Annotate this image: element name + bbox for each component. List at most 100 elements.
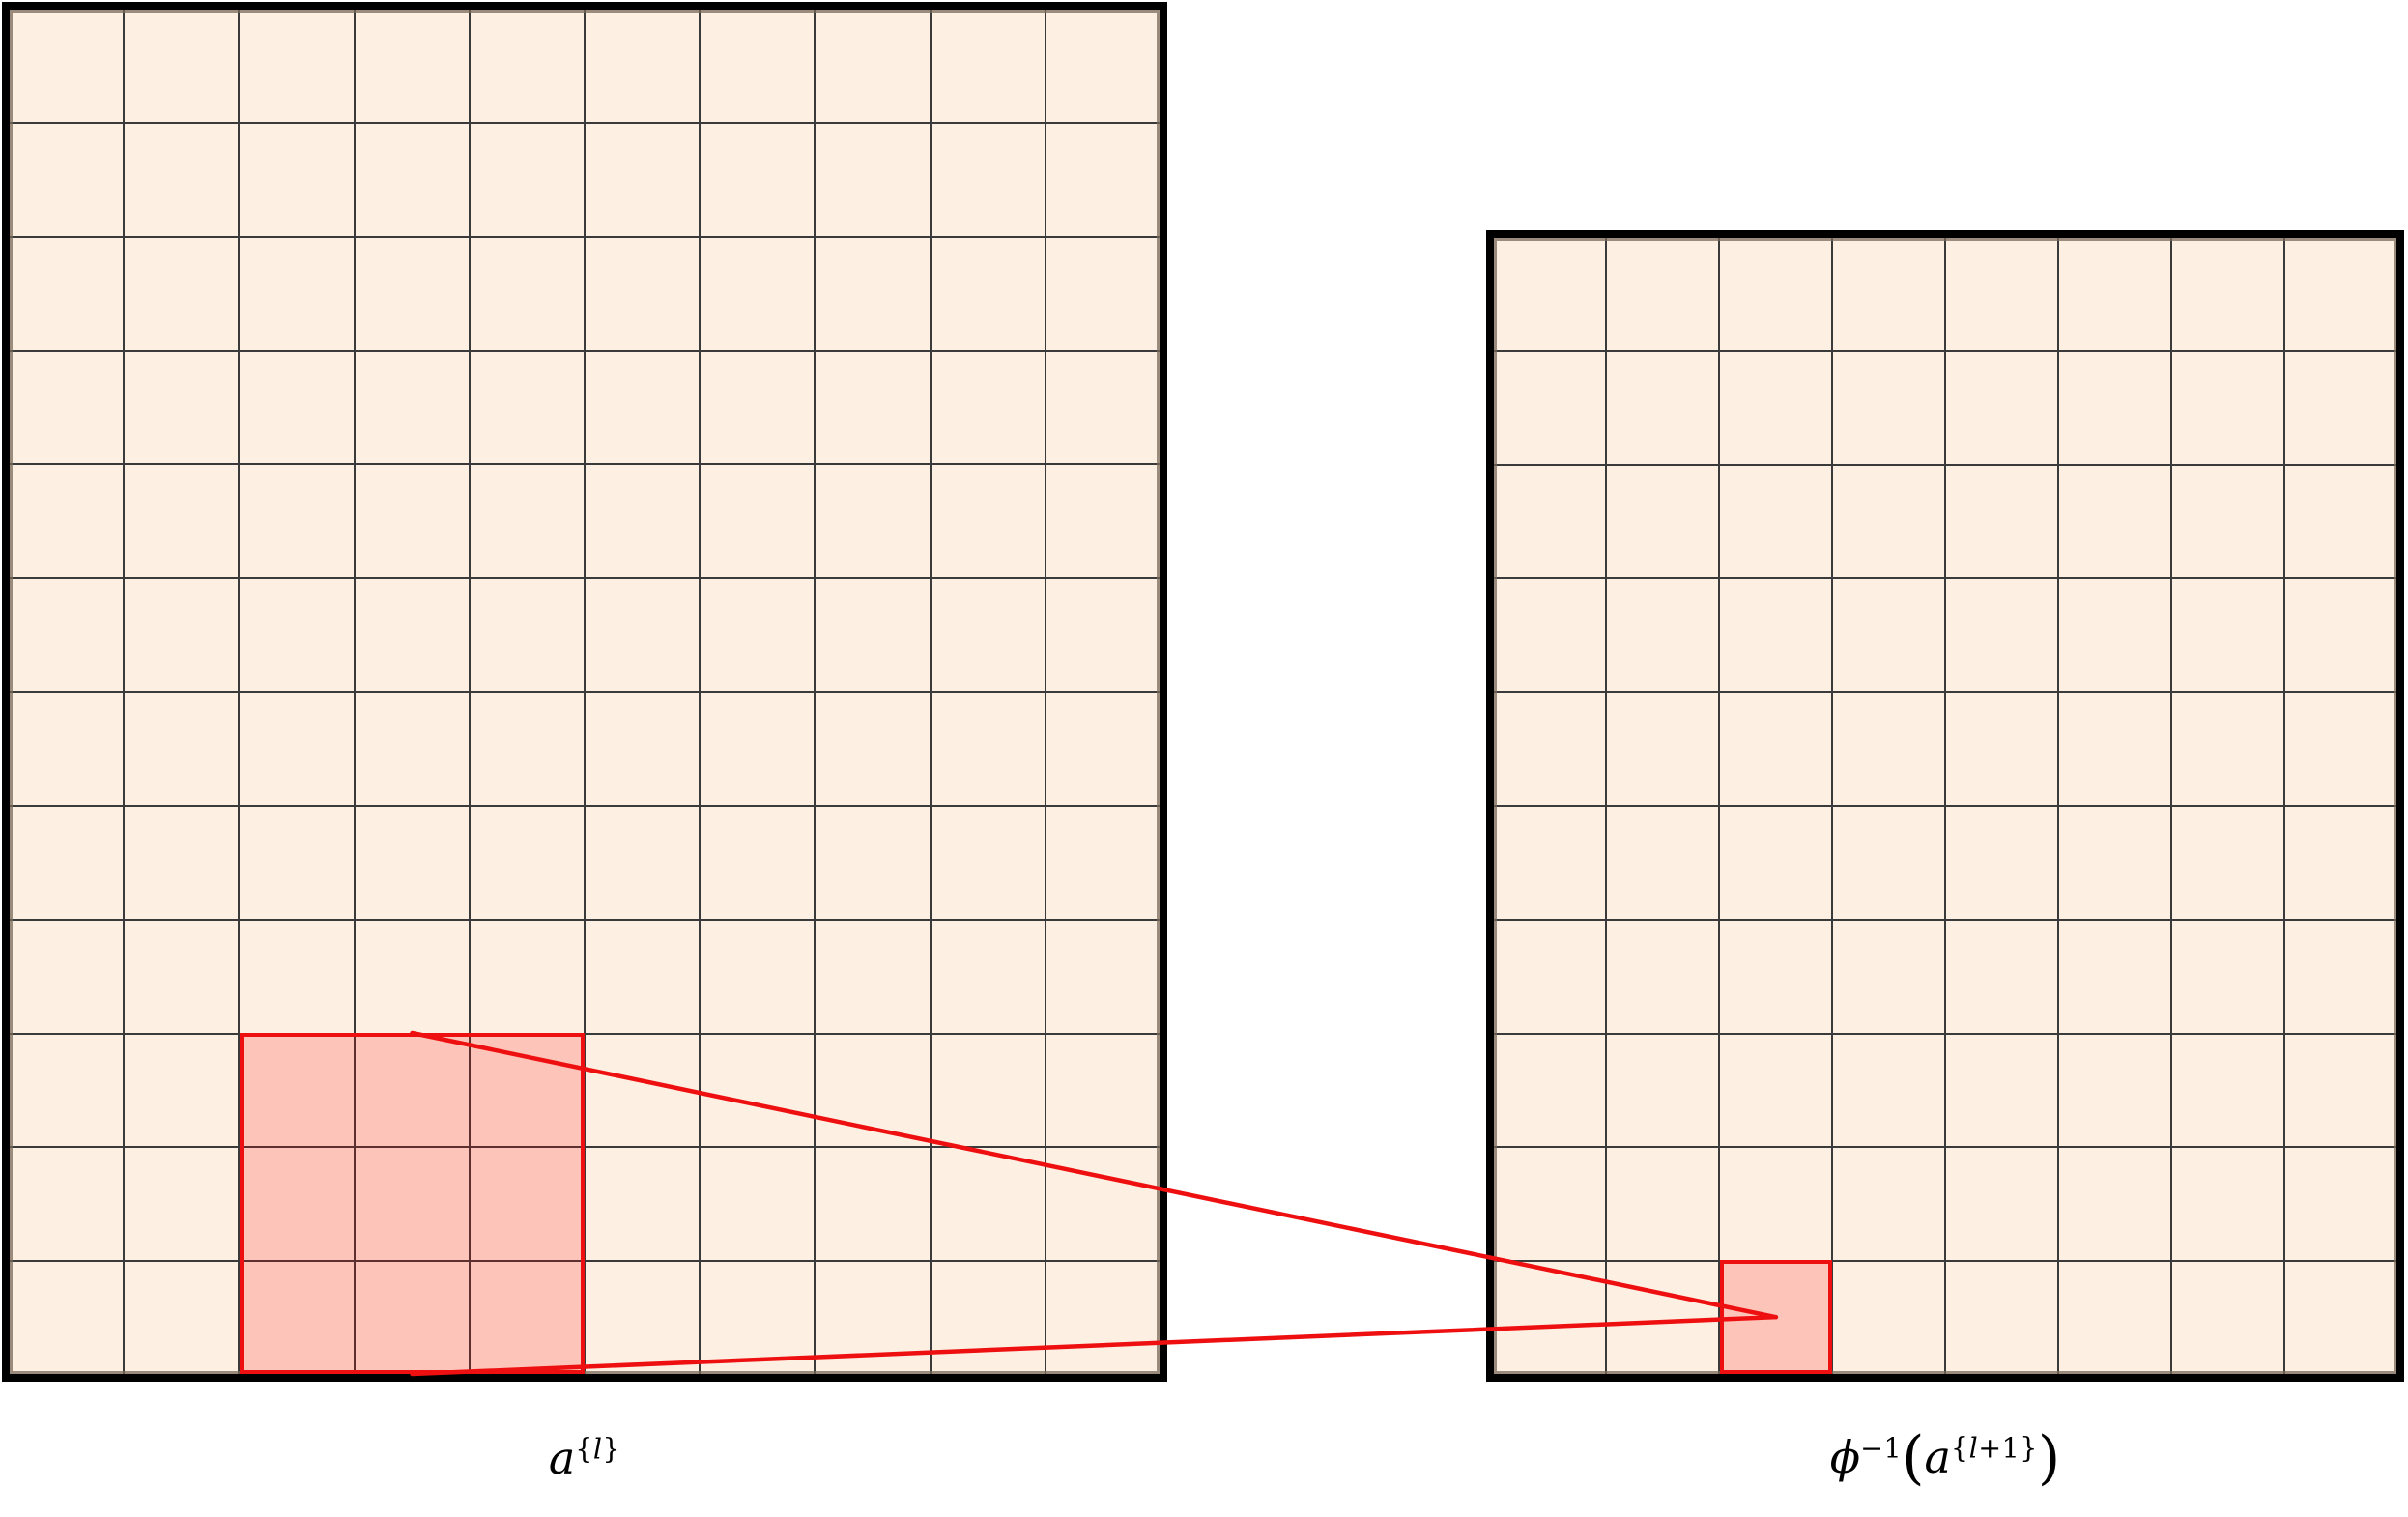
grid-cell: [1046, 693, 1160, 805]
grid-cell: [585, 1034, 700, 1147]
grid-cell: [931, 351, 1045, 464]
grid-cell: [1046, 1148, 1160, 1261]
grid-cell: [355, 920, 469, 1033]
var-phi: ϕ: [1829, 1431, 1861, 1484]
grid-cell: [10, 1148, 124, 1261]
grid-cell: [2285, 693, 2396, 805]
grid-cell: [1946, 579, 2057, 692]
grid-cell: [2285, 807, 2396, 919]
grid-cell: [2172, 1148, 2283, 1261]
grid-cell: [701, 123, 815, 236]
grid-cell: [125, 693, 239, 805]
grid-cell: [1833, 1262, 1944, 1374]
grid-cell: [10, 1034, 124, 1147]
grid-cell: [1494, 693, 1605, 805]
grid-cell: [470, 920, 584, 1033]
grid-cell: [816, 465, 930, 578]
grid-cell: [1946, 1148, 2057, 1261]
grid-cell: [931, 579, 1045, 691]
grid-cell: [240, 1262, 354, 1374]
grid-cell: [2285, 1034, 2396, 1147]
grid-cell: [2172, 238, 2283, 350]
phi-exponent: −1: [1860, 1432, 1903, 1465]
grid-cell: [931, 237, 1045, 350]
grid-cell: [816, 579, 930, 691]
grid-cell: [240, 693, 354, 805]
grid-cell: [2059, 1262, 2170, 1374]
grid-cell: [125, 237, 239, 350]
grid-cell: [2172, 920, 2283, 1033]
grid-cell: [1494, 238, 1605, 350]
brace-close: }: [602, 1433, 621, 1466]
grid-cell: [931, 806, 1045, 919]
grid-cell: [240, 123, 354, 236]
grid-cell: [1946, 351, 2057, 464]
grid-cell: [1833, 920, 1944, 1033]
paren-open: (: [1902, 1424, 1925, 1492]
grid-cell: [355, 1034, 469, 1147]
grid-cell: [701, 237, 815, 350]
grid-cell: [701, 920, 815, 1033]
grid-cell: [2059, 1034, 2170, 1147]
brace-open: {: [575, 1433, 593, 1466]
unpooled-activation-grid: [1486, 230, 2404, 1382]
grid-cell: [125, 10, 239, 122]
grid-cell: [816, 920, 930, 1033]
var-l: l: [1968, 1432, 1979, 1465]
grid-cell: [1046, 806, 1160, 919]
grid-cell: [816, 237, 930, 350]
superscript: {l+1}: [1951, 1433, 2038, 1465]
grid-cell: [1607, 238, 1718, 350]
grid-cell: [2059, 351, 2170, 464]
grid-cell: [931, 1034, 1045, 1147]
var-l: l: [592, 1433, 603, 1466]
grid-cell: [10, 579, 124, 691]
grid-cell: [1046, 351, 1160, 464]
grid-cell: [1946, 1034, 2057, 1147]
grid-cell: [470, 1262, 584, 1374]
grid-cell: [1833, 693, 1944, 805]
grid-cell: [1607, 1262, 1718, 1374]
grid-cell: [1720, 465, 1831, 578]
grid-cell: [1720, 1148, 1831, 1261]
grid-cell: [701, 693, 815, 805]
grid-cell: [1046, 123, 1160, 236]
grid-cell: [10, 1262, 124, 1374]
grid-cell: [585, 1148, 700, 1261]
grid-cell: [1946, 1262, 2057, 1374]
grid-cell: [1494, 465, 1605, 578]
grid-cell: [1946, 693, 2057, 805]
grid-cell: [10, 351, 124, 464]
grid-cell: [1833, 351, 1944, 464]
grid-cell: [125, 465, 239, 578]
grid-cell: [125, 1262, 239, 1374]
grid-cell: [355, 1148, 469, 1261]
grid-cell: [816, 10, 930, 122]
grid-cell: [470, 1148, 584, 1261]
grid-cell: [355, 10, 469, 122]
grid-cell: [1833, 465, 1944, 578]
grid-cell: [1046, 1262, 1160, 1374]
grid-cell: [701, 1034, 815, 1147]
grid-cell: [10, 920, 124, 1033]
grid-cell: [2059, 579, 2170, 692]
input-grid-label: a{l}: [2, 1432, 1167, 1484]
grid-cell: [2285, 579, 2396, 692]
grid-cell: [2285, 465, 2396, 578]
grid-cell: [240, 465, 354, 578]
grid-cell: [816, 1034, 930, 1147]
grid-cell: [470, 465, 584, 578]
grid-cell: [125, 351, 239, 464]
grid-cell: [1607, 465, 1718, 578]
grid-cell: [355, 1262, 469, 1374]
grid-cell: [2059, 807, 2170, 919]
grid-cell: [1946, 465, 2057, 578]
grid-cell: [1494, 351, 1605, 464]
unpooled-grid-label: ϕ−1(a{l+1}): [1486, 1424, 2404, 1492]
grid-cell: [2059, 1148, 2170, 1261]
grid-cell: [240, 1148, 354, 1261]
grid-cell: [470, 1034, 584, 1147]
grid-cell: [2172, 579, 2283, 692]
input-activation-grid: [2, 2, 1167, 1382]
